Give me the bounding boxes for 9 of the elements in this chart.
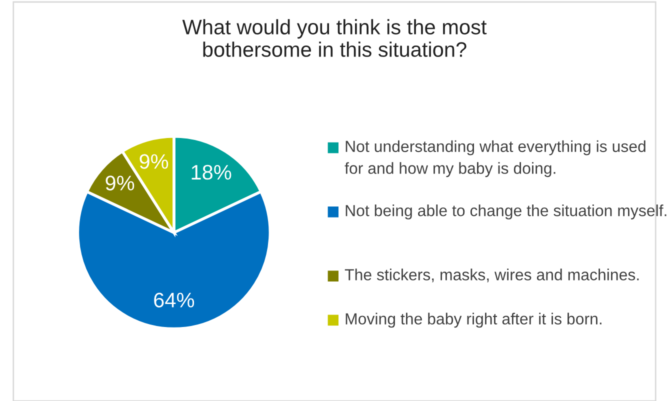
data-label: 9% (140, 154, 168, 169)
legend-label: Not understanding what everything is used for and how my baby is doing. (344, 140, 646, 178)
chart-title: What would you think is the most bothersome in this situation? (182, 19, 487, 57)
legend-label: The stickers, masks, wires and machines. (344, 268, 639, 282)
data-label: 64% (154, 292, 194, 308)
data-label: 18% (192, 164, 232, 180)
legend-label: Moving the baby right after it is born. (346, 312, 602, 328)
legend-label: Not being able to change the situation myself. (346, 204, 666, 220)
data-label: 9% (106, 176, 134, 190)
